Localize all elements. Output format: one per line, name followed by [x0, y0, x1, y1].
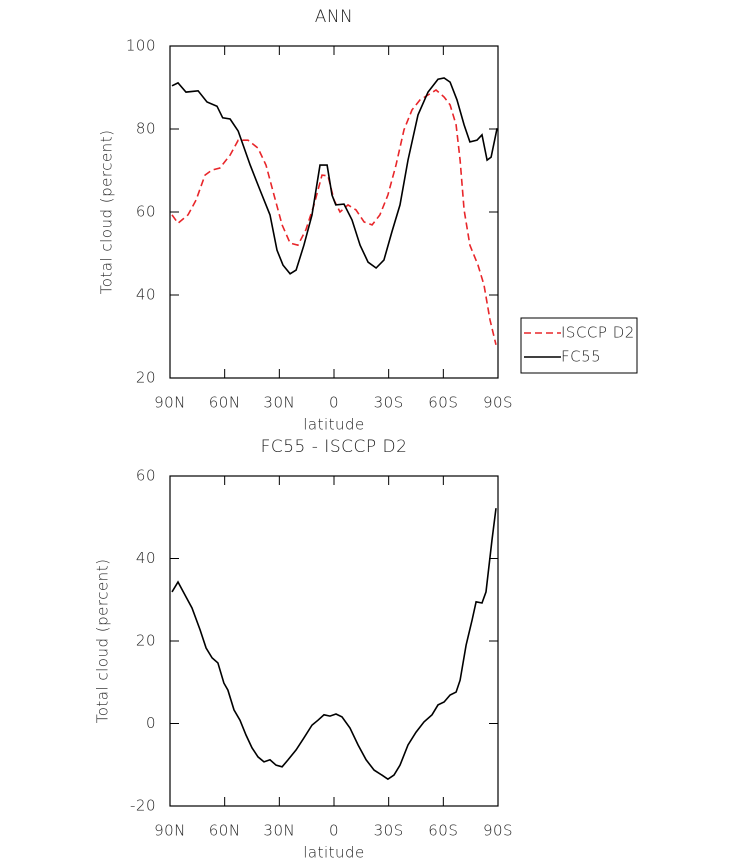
- data-line: [171, 508, 497, 781]
- legend-label: FC55: [561, 348, 601, 366]
- x-tick-label: 0: [329, 394, 339, 412]
- legend-box: [520, 317, 638, 374]
- x-tick-label: 90S: [483, 394, 513, 412]
- plot-frame: [169, 475, 499, 807]
- x-tick-label: 90N: [154, 822, 186, 840]
- y-tick-label: 20: [136, 632, 156, 650]
- legend-label: ISCCP D2: [561, 324, 635, 342]
- data-line: [171, 77, 498, 275]
- x-tick-label: 30S: [374, 822, 404, 840]
- x-tick-label: 90N: [154, 394, 186, 412]
- data-line: [171, 89, 497, 345]
- y-tick-label: 80: [136, 120, 156, 138]
- y-tick-label: 40: [136, 286, 156, 304]
- y-tick-label: 100: [126, 37, 156, 55]
- chart-title: FC55 - ISCCP D2: [261, 437, 408, 457]
- chart-title: ANN: [315, 7, 354, 27]
- x-tick-label: 0: [329, 822, 339, 840]
- x-tick-label: 90S: [483, 822, 513, 840]
- y-tick-label: 40: [136, 549, 156, 567]
- plot-frame: [169, 45, 499, 379]
- y-axis-label: Total cloud (percent): [98, 130, 116, 295]
- x-tick-label: 30S: [374, 394, 404, 412]
- y-tick-label: 0: [146, 714, 156, 732]
- y-axis-label: Total cloud (percent): [94, 559, 112, 724]
- x-tick-label: 30N: [263, 394, 295, 412]
- y-tick-label: 60: [136, 203, 156, 221]
- y-tick-label: 20: [136, 369, 156, 387]
- y-tick-label: -20: [130, 797, 156, 815]
- x-tick-label: 30N: [263, 822, 295, 840]
- x-axis-label: latitude: [303, 844, 365, 862]
- x-tick-label: 60S: [428, 822, 458, 840]
- x-tick-label: 60S: [428, 394, 458, 412]
- x-axis-label: latitude: [303, 416, 365, 434]
- y-tick-label: 60: [136, 467, 156, 485]
- x-tick-label: 60N: [209, 394, 241, 412]
- x-tick-label: 60N: [209, 822, 241, 840]
